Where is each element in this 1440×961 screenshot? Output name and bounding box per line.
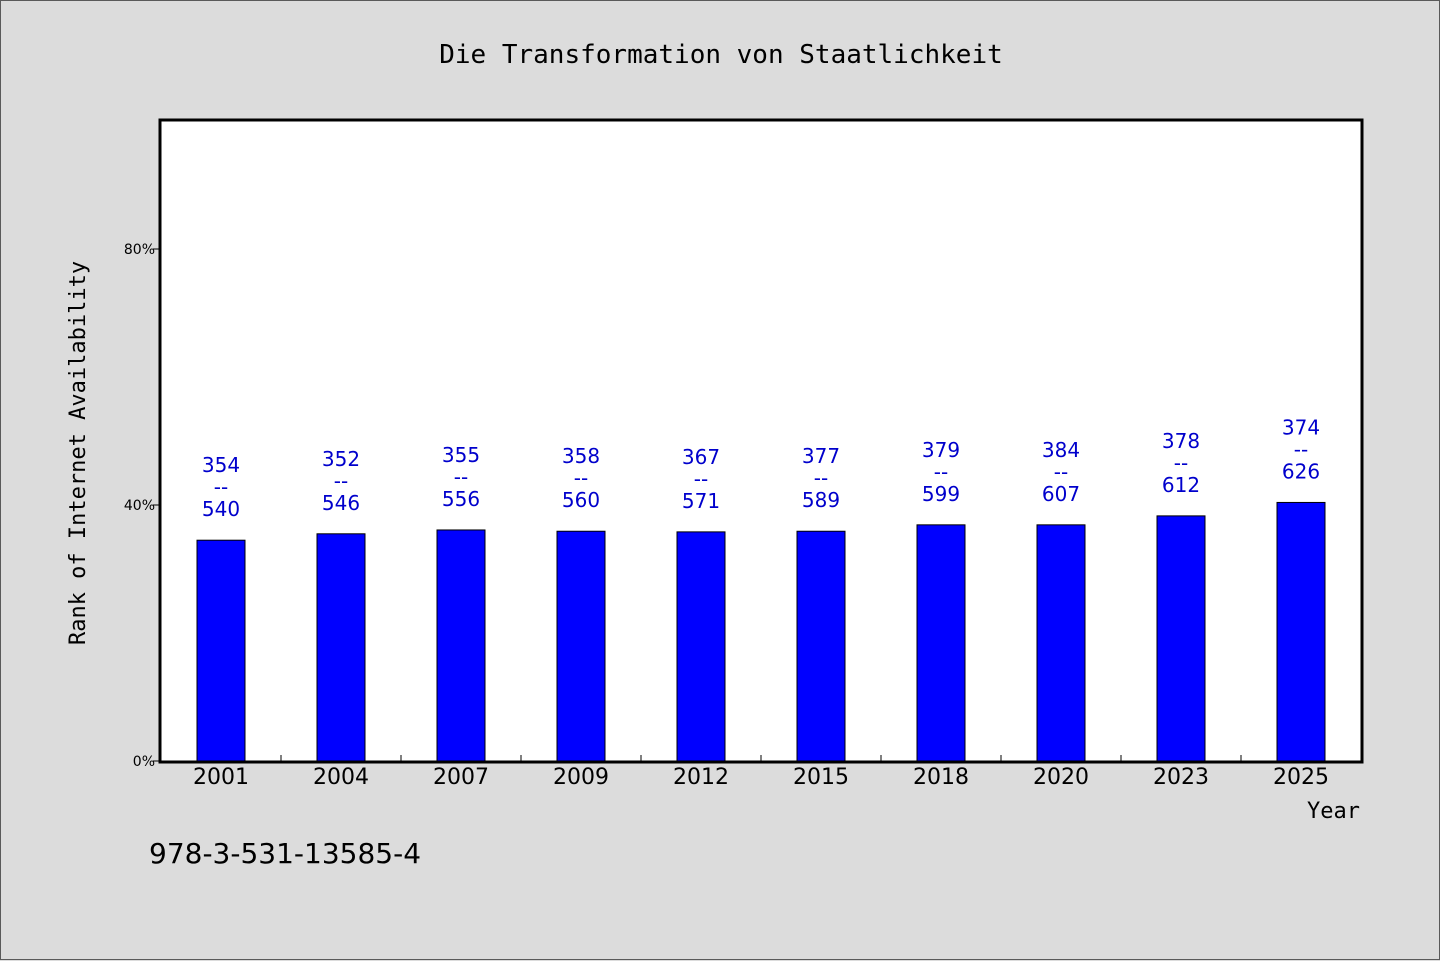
data-label-bottom: 607 (1042, 482, 1080, 506)
data-label-separator: -- (814, 466, 828, 490)
bar (676, 531, 726, 762)
bar (1156, 515, 1206, 762)
data-label-bottom: 599 (922, 482, 960, 506)
data-label-separator: -- (1054, 460, 1068, 484)
data-label-top: 384 (1042, 438, 1080, 462)
data-label-top: 378 (1162, 429, 1200, 453)
x-tick-label: 2004 (313, 765, 369, 790)
data-label-bottom: 571 (682, 489, 720, 513)
data-label-bottom: 546 (322, 491, 360, 515)
data-label-bottom: 540 (202, 497, 240, 521)
data-label-top: 377 (802, 444, 840, 468)
x-tick-label: 2025 (1273, 765, 1329, 790)
data-label-top: 374 (1282, 415, 1320, 439)
x-tick-label: 2001 (193, 765, 249, 790)
bar (1276, 501, 1326, 762)
x-tick-label: 2015 (793, 765, 849, 790)
data-label-top: 379 (922, 438, 960, 462)
data-label-separator: -- (334, 469, 348, 493)
data-label-bottom: 560 (562, 488, 600, 512)
data-label-separator: -- (574, 466, 588, 490)
data-label-top: 352 (322, 447, 360, 471)
data-label-top: 355 (442, 443, 480, 467)
x-tick-label: 2009 (553, 765, 609, 790)
data-label-separator: -- (214, 475, 228, 499)
data-label-bottom: 589 (802, 488, 840, 512)
data-label-bottom: 556 (442, 487, 480, 511)
isbn-footer: 978-3-531-13585-4 (149, 837, 421, 870)
data-label-separator: -- (1294, 437, 1308, 461)
bar (916, 524, 966, 762)
bar (316, 533, 366, 762)
data-label-bottom: 626 (1282, 459, 1320, 483)
data-label-separator: -- (1174, 451, 1188, 475)
x-tick-label: 2007 (433, 765, 489, 790)
data-label-bottom: 612 (1162, 473, 1200, 497)
y-axis-title: Rank of Internet Availability (66, 261, 91, 645)
x-tick-label: 2020 (1033, 765, 1089, 790)
data-label-top: 354 (202, 453, 240, 477)
data-label-top: 367 (682, 445, 720, 469)
x-tick-label: 2018 (913, 765, 969, 790)
data-label-separator: -- (694, 467, 708, 491)
data-label-top: 358 (562, 444, 600, 468)
bar (436, 529, 486, 762)
y-tick-label: 40% (124, 498, 155, 514)
bar (1036, 524, 1086, 762)
y-tick-label: 80% (124, 242, 155, 258)
y-tick-label: 0% (133, 754, 155, 770)
bar (196, 539, 246, 762)
chart-title: Die Transformation von Staatlichkeit (439, 40, 1003, 70)
bar (556, 530, 606, 762)
chart-marks: 0%40%80%2001354--5402004352--5462007355-… (124, 242, 1329, 790)
x-tick-label: 2012 (673, 765, 729, 790)
data-label-separator: -- (454, 465, 468, 489)
bar (796, 530, 846, 762)
x-tick-label: 2023 (1153, 765, 1209, 790)
x-axis-title: Year (1307, 799, 1360, 824)
data-label-separator: -- (934, 460, 948, 484)
